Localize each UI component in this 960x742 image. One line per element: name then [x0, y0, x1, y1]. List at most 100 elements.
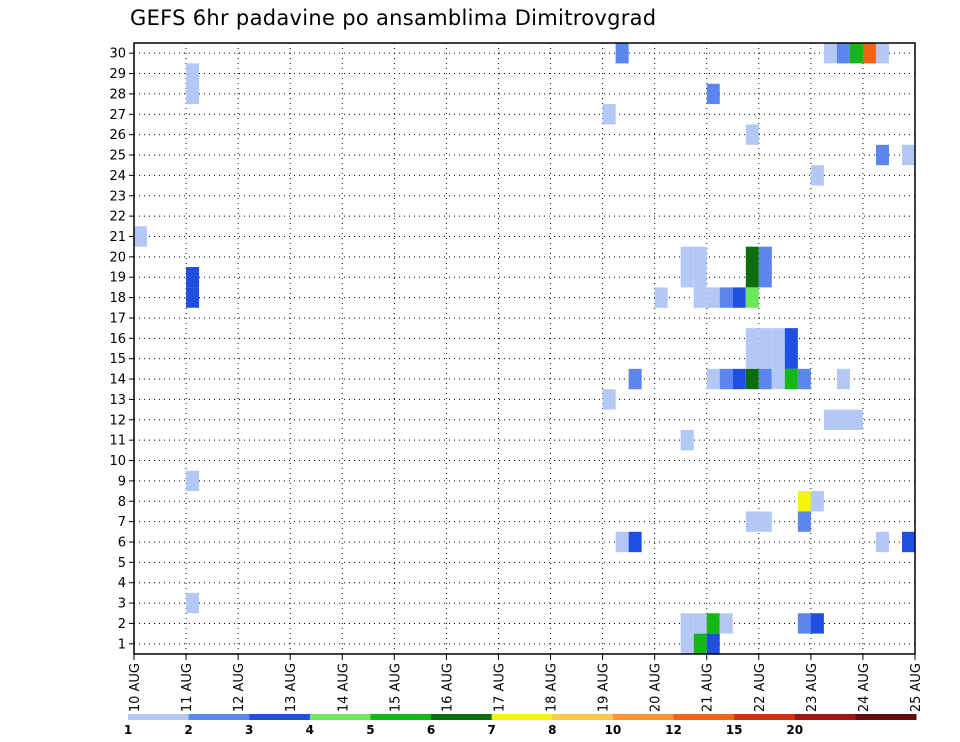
heatmap-cell — [680, 633, 694, 654]
y-tick-label: 5 — [118, 556, 126, 571]
y-tick-label: 27 — [109, 108, 126, 123]
y-tick-label: 23 — [109, 189, 126, 204]
y-tick-label: 12 — [109, 413, 126, 428]
colorbar-label: 4 — [306, 723, 314, 737]
heatmap-cell — [680, 613, 694, 634]
heatmap-cell — [849, 409, 863, 430]
heatmap-cell — [706, 368, 720, 390]
heatmap-cell — [719, 287, 733, 308]
heatmap-cell — [823, 409, 837, 430]
x-tick-label: 13 AUG — [284, 663, 299, 712]
heatmap-cell — [810, 491, 824, 512]
x-tick-label: 23 AUG — [805, 663, 820, 712]
heatmap-cell — [706, 613, 720, 634]
y-tick-label: 1 — [118, 637, 126, 652]
heatmap-cell — [745, 368, 759, 390]
heatmap-cell — [797, 491, 811, 512]
x-tick-label: 17 AUG — [492, 663, 507, 712]
heatmap-cell — [862, 43, 876, 64]
colorbar-label: 10 — [605, 723, 622, 737]
y-tick-label: 2 — [118, 617, 126, 632]
x-tick-label: 14 AUG — [336, 663, 351, 712]
colorbar-label: 15 — [726, 723, 743, 737]
heatmap-cell — [836, 43, 850, 64]
heatmap-cell — [693, 633, 707, 654]
x-tick-label: 12 AUG — [232, 663, 247, 712]
colorbar-segment — [612, 714, 675, 720]
y-tick-label: 4 — [118, 576, 126, 591]
heatmap-cell — [628, 368, 642, 390]
heatmap-cell — [745, 267, 759, 288]
colorbar-label: 7 — [488, 723, 496, 737]
heatmap-cell — [758, 267, 772, 288]
chart-title: GEFS 6hr padavine po ansamblima Dimitrov… — [130, 6, 657, 30]
heatmap-cell — [810, 165, 824, 186]
heatmap-cell — [797, 368, 811, 390]
heatmap-cell — [745, 124, 759, 145]
heatmap-cell — [758, 328, 772, 349]
cell-layer — [134, 43, 915, 654]
heatmap-cell — [875, 531, 889, 553]
y-tick-label: 6 — [118, 535, 126, 550]
colorbar-label: 6 — [427, 723, 435, 737]
colorbar-segment — [128, 714, 190, 720]
y-tick-label: 25 — [109, 149, 126, 164]
heatmap-cell — [134, 226, 148, 247]
x-tick-label: 20 AUG — [649, 663, 664, 712]
heatmap-cell — [849, 43, 863, 64]
y-tick-label: 18 — [109, 291, 126, 306]
y-tick-label: 8 — [118, 495, 126, 510]
heatmap-cell — [706, 83, 720, 105]
heatmap-cell — [771, 368, 785, 390]
heatmap-cell — [186, 267, 200, 288]
y-tick-label: 10 — [109, 454, 126, 469]
y-tick-label: 3 — [118, 597, 126, 612]
heatmap-cell — [186, 470, 200, 492]
heatmap-cell — [875, 144, 889, 166]
y-tick-label: 24 — [109, 169, 126, 184]
heatmap-cell — [901, 144, 915, 166]
y-tick-label: 20 — [109, 250, 126, 265]
heatmap-cell — [615, 531, 629, 553]
colorbar-segment — [794, 714, 856, 720]
heatmap-cell — [602, 104, 616, 125]
heatmap-cell — [758, 348, 772, 369]
x-axis: 10 AUG 11 AUG 12 AUG 13 AUG 14 AUG 15 AUG 16 A… — [128, 654, 924, 712]
heatmap-cell — [719, 613, 733, 634]
colorbar-label: 5 — [366, 723, 374, 737]
y-tick-label: 16 — [109, 332, 126, 347]
heatmap-cell — [745, 348, 759, 369]
heatmap-cell — [771, 348, 785, 369]
heatmap-cell — [719, 368, 733, 390]
y-tick-label: 30 — [109, 47, 126, 62]
heatmap-cell — [654, 287, 668, 308]
x-tick-label: 22 AUG — [753, 663, 768, 712]
heatmap-cell — [680, 429, 694, 451]
heatmap-cell — [186, 63, 200, 84]
x-tick-label: 21 AUG — [701, 663, 716, 712]
x-tick-label: 18 AUG — [545, 663, 560, 712]
heatmap-cell — [810, 613, 824, 634]
heatmap-cell — [784, 348, 798, 369]
heatmap-cell — [186, 287, 200, 308]
x-tick-label: 16 AUG — [440, 663, 455, 712]
heatmap-cell — [758, 511, 772, 532]
colorbar-label: 8 — [548, 723, 556, 737]
y-tick-label: 17 — [109, 311, 126, 326]
x-tick-label: 24 AUG — [857, 663, 872, 712]
y-tick-label: 26 — [109, 128, 126, 143]
x-tick-label: 25 AUG — [909, 663, 924, 712]
y-tick-label: 15 — [109, 352, 126, 367]
heatmap-cell — [784, 328, 798, 349]
heatmap-cell — [745, 287, 759, 308]
y-axis: 1234567891011121314151617181920212223242… — [109, 47, 134, 652]
x-tick-label: 19 AUG — [597, 663, 612, 712]
y-tick-label: 14 — [109, 373, 126, 388]
heatmap-cell — [732, 368, 746, 390]
heatmap-cell — [758, 368, 772, 390]
y-tick-label: 21 — [109, 230, 126, 245]
colorbar-segment — [370, 714, 432, 720]
colorbar-segment — [249, 714, 311, 720]
heatmap-cell — [615, 43, 629, 64]
